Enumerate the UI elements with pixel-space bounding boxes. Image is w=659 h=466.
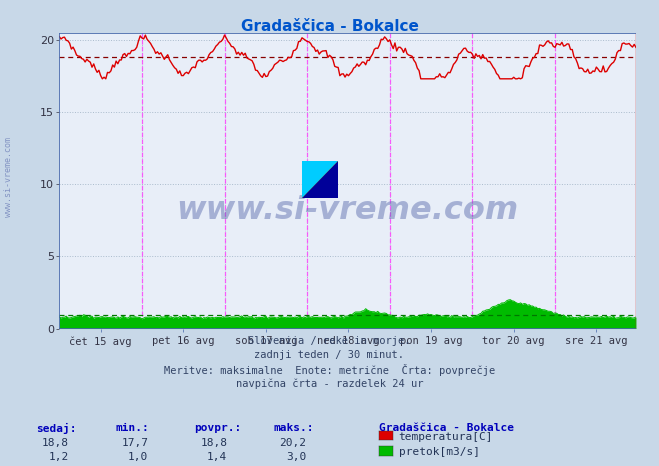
Text: temperatura[C]: temperatura[C] [399,432,493,442]
Text: Meritve: maksimalne  Enote: metrične  Črta: povprečje: Meritve: maksimalne Enote: metrične Črta… [164,364,495,377]
Polygon shape [302,161,338,198]
Text: 20,2: 20,2 [279,438,306,448]
Text: min.:: min.: [115,423,149,432]
Text: zadnji teden / 30 minut.: zadnji teden / 30 minut. [254,350,405,360]
Text: Gradaščica - Bokalce: Gradaščica - Bokalce [241,19,418,34]
Text: Slovenija / reke in morje.: Slovenija / reke in morje. [248,336,411,346]
Text: 1,2: 1,2 [49,452,69,462]
Text: povpr.:: povpr.: [194,423,242,432]
Text: Gradaščica - Bokalce: Gradaščica - Bokalce [379,423,514,432]
Text: 17,7: 17,7 [121,438,148,448]
Text: 1,4: 1,4 [207,452,227,462]
Text: pretok[m3/s]: pretok[m3/s] [399,447,480,457]
Text: 18,8: 18,8 [42,438,69,448]
Text: 3,0: 3,0 [286,452,306,462]
Text: www.si-vreme.com: www.si-vreme.com [4,137,13,217]
Text: sedaj:: sedaj: [36,423,76,434]
Polygon shape [302,161,338,198]
Text: 1,0: 1,0 [128,452,148,462]
Text: maks.:: maks.: [273,423,314,432]
Text: www.si-vreme.com: www.si-vreme.com [177,195,519,226]
Text: 18,8: 18,8 [200,438,227,448]
Text: navpična črta - razdelek 24 ur: navpična črta - razdelek 24 ur [236,378,423,389]
